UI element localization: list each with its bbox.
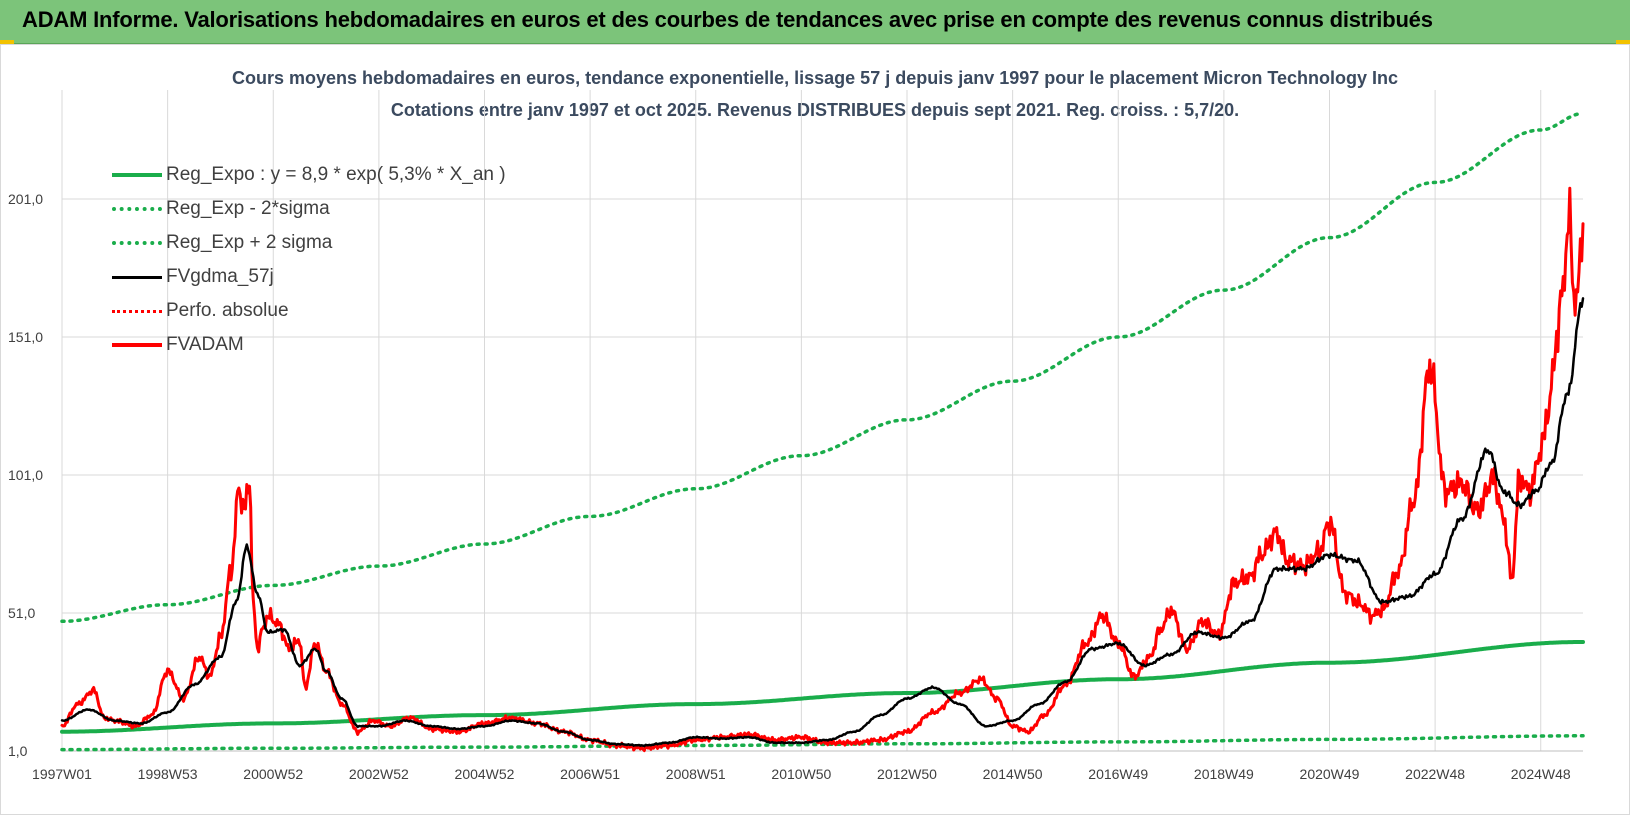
series-line-fvgdma-57j <box>60 297 1585 748</box>
y-tick-label: 201,0 <box>8 191 43 207</box>
legend-swatch-fvgdma <box>112 275 162 279</box>
legend-label-reg-exp-minus: Reg_Exp - 2*sigma <box>166 198 330 219</box>
legend-label-fvadam: FVADAM <box>166 334 244 355</box>
x-tick-label: 2008W51 <box>666 766 726 782</box>
x-axis-ticks: 1997W01 1998W53 2000W52 2002W52 2004W52 2006W… <box>32 766 1571 782</box>
x-tick-label: 1998W53 <box>138 766 198 782</box>
x-tick-label: 2010W50 <box>771 766 831 782</box>
x-tick-label: 2006W51 <box>560 766 620 782</box>
series-line-reg-exp-2-sigma <box>60 111 1585 624</box>
legend-swatch-perfo-absolue <box>112 309 162 313</box>
x-tick-label: 2018W49 <box>1194 766 1254 782</box>
y-tick-label: 101,0 <box>8 467 43 483</box>
x-tick-label: 2004W52 <box>455 766 515 782</box>
legend-item-perfo-absolue: Perfo. absolue <box>112 294 506 328</box>
x-tick-label: 2024W48 <box>1511 766 1571 782</box>
legend-swatch-reg-exp-plus <box>112 241 162 245</box>
legend-swatch-reg-expo <box>112 173 162 177</box>
legend-label-perfo-absolue: Perfo. absolue <box>166 300 289 321</box>
legend-swatch-fvadam <box>112 343 162 347</box>
x-tick-label: 2022W48 <box>1405 766 1465 782</box>
legend-item-fvgdma: FVgdma_57j <box>112 260 506 294</box>
chart-frame <box>0 44 1630 815</box>
chart-subtitle: Cotations entre janv 1997 et oct 2025. R… <box>390 100 1240 120</box>
legend-label-reg-exp-plus: Reg_Exp + 2 sigma <box>166 232 333 253</box>
legend-item-reg-exp-plus: Reg_Exp + 2 sigma <box>112 226 506 260</box>
x-tick-label: 2012W50 <box>877 766 937 782</box>
chart-title: Cours moyens hebdomadaires en euros, ten… <box>231 68 1398 88</box>
legend-item-reg-exp-minus: Reg_Exp - 2*sigma <box>112 192 506 226</box>
x-tick-label: 2002W52 <box>349 766 409 782</box>
header-bar: ADAM Informe. Valorisations hebdomadaire… <box>0 0 1630 44</box>
x-tick-label: 2020W49 <box>1300 766 1360 782</box>
y-tick-label: 51,0 <box>8 605 35 621</box>
series-line-reg-exp-2-sigma <box>60 734 1585 752</box>
legend-item-reg-expo: Reg_Expo : y = 8,9 * exp( 5,3% * X_an ) <box>112 158 506 192</box>
y-tick-label: 1,0 <box>8 743 28 759</box>
x-tick-label: 1997W01 <box>32 766 92 782</box>
legend-item-fvadam: FVADAM <box>112 328 506 362</box>
header-title: ADAM Informe. Valorisations hebdomadaire… <box>22 7 1433 32</box>
y-tick-label: 151,0 <box>8 329 43 345</box>
x-tick-label: 2016W49 <box>1088 766 1148 782</box>
legend-label-fvgdma: FVgdma_57j <box>166 266 274 287</box>
series-lines <box>60 111 1585 753</box>
legend-label-reg-expo: Reg_Expo : y = 8,9 * exp( 5,3% * X_an ) <box>166 164 506 185</box>
series-line-reg-expo <box>60 640 1585 734</box>
legend-swatch-reg-exp-minus <box>112 207 162 211</box>
legend: Reg_Expo : y = 8,9 * exp( 5,3% * X_an ) … <box>112 158 506 362</box>
x-tick-label: 2014W50 <box>983 766 1043 782</box>
y-axis-ticks: 1,0 51,0 101,0 151,0 201,0 <box>8 191 43 759</box>
x-tick-label: 2000W52 <box>243 766 303 782</box>
